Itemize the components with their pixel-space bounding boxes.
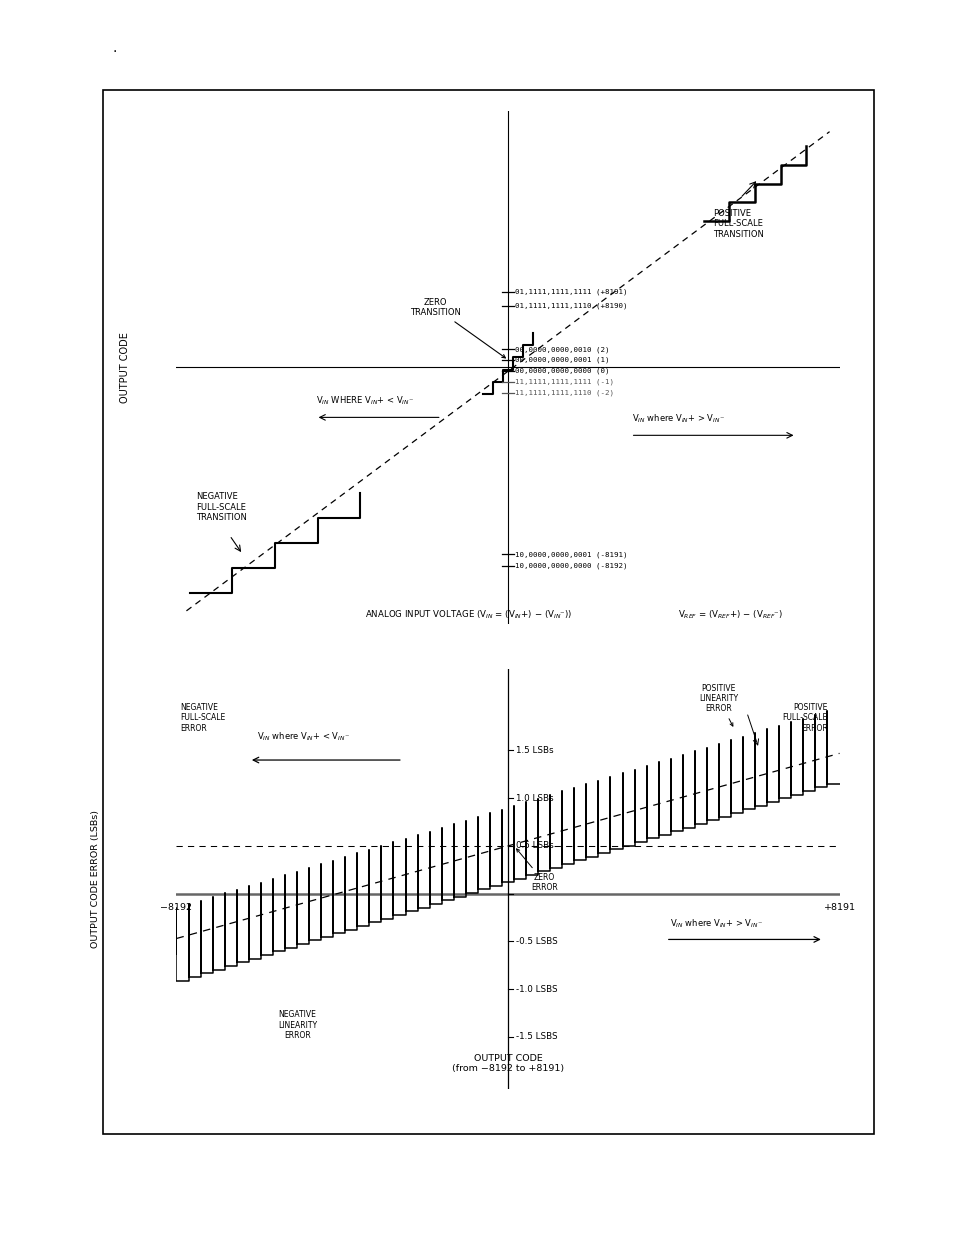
Text: OUTPUT CODE: OUTPUT CODE — [120, 332, 130, 403]
Text: ZERO
TRANSITION: ZERO TRANSITION — [409, 298, 505, 358]
Text: V$_{IN}$ WHERE V$_{IN}$+ < V$_{IN}$⁻: V$_{IN}$ WHERE V$_{IN}$+ < V$_{IN}$⁻ — [315, 395, 414, 408]
Text: ZERO
ERROR: ZERO ERROR — [516, 848, 558, 892]
Text: 10,0000,0000,0000 (-8192): 10,0000,0000,0000 (-8192) — [515, 563, 627, 569]
Text: 00,0000,0000,0010 (2): 00,0000,0000,0010 (2) — [515, 346, 609, 353]
Text: -1.0 LSBS: -1.0 LSBS — [516, 984, 558, 994]
Text: 11,1111,1111,1111 (-1): 11,1111,1111,1111 (-1) — [515, 379, 614, 385]
Text: ANALOG INPUT VOLTAGE (V$_{IN}$ = (V$_{IN}$+) − (V$_{IN}$⁻)): ANALOG INPUT VOLTAGE (V$_{IN}$ = (V$_{IN… — [364, 609, 571, 621]
Text: 11,1111,1111,1110 (-2): 11,1111,1111,1110 (-2) — [515, 389, 614, 395]
Text: V$_{IN}$ where V$_{IN}$+ > V$_{IN}$⁻: V$_{IN}$ where V$_{IN}$+ > V$_{IN}$⁻ — [669, 918, 762, 930]
Text: 10,0000,0000,0001 (-8191): 10,0000,0000,0001 (-8191) — [515, 551, 627, 558]
Text: NEGATIVE
FULL-SCALE
TRANSITION: NEGATIVE FULL-SCALE TRANSITION — [196, 493, 247, 522]
Text: OUTPUT CODE
(from −8192 to +8191): OUTPUT CODE (from −8192 to +8191) — [452, 1053, 563, 1073]
Text: V$_{IN}$ where V$_{IN}$+ < V$_{IN}$⁻: V$_{IN}$ where V$_{IN}$+ < V$_{IN}$⁻ — [257, 730, 350, 743]
Text: 1.0 LSBs: 1.0 LSBs — [516, 794, 553, 803]
Text: 01,1111,1111,1110 (+8190): 01,1111,1111,1110 (+8190) — [515, 303, 627, 309]
Text: POSITIVE
FULL-SCALE
TRANSITION: POSITIVE FULL-SCALE TRANSITION — [713, 209, 763, 238]
Text: +8191: +8191 — [822, 903, 855, 913]
Text: 1.5 LSBs: 1.5 LSBs — [516, 746, 553, 755]
Text: NEGATIVE
LINEARITY
ERROR: NEGATIVE LINEARITY ERROR — [277, 1010, 316, 1040]
Text: V$_{REF}$ = (V$_{REF}$+) − (V$_{REF}$⁻): V$_{REF}$ = (V$_{REF}$+) − (V$_{REF}$⁻) — [677, 609, 781, 621]
Text: OUTPUT CODE ERROR (LSBs): OUTPUT CODE ERROR (LSBs) — [91, 810, 100, 948]
Text: -1.5 LSBS: -1.5 LSBS — [516, 1032, 558, 1041]
Text: 00,0000,0000,0001 (1): 00,0000,0000,0001 (1) — [515, 357, 609, 363]
Text: V$_{IN}$ where V$_{IN}$+ > V$_{IN}$⁻: V$_{IN}$ where V$_{IN}$+ > V$_{IN}$⁻ — [632, 412, 724, 425]
Text: POSITIVE
LINEARITY
ERROR: POSITIVE LINEARITY ERROR — [699, 684, 738, 726]
Text: .: . — [112, 41, 117, 54]
Text: 0.5 LSBs: 0.5 LSBs — [516, 841, 554, 851]
Text: 01,1111,1111,1111 (+8191): 01,1111,1111,1111 (+8191) — [515, 289, 627, 295]
Text: 00,0000,0000,0000 (0): 00,0000,0000,0000 (0) — [515, 368, 609, 374]
Text: −8192: −8192 — [160, 903, 193, 913]
Text: NEGATIVE
FULL-SCALE
ERROR: NEGATIVE FULL-SCALE ERROR — [180, 703, 225, 732]
Text: POSITIVE
FULL-SCALE
ERROR: POSITIVE FULL-SCALE ERROR — [781, 703, 827, 732]
Text: -0.5 LSBS: -0.5 LSBS — [516, 937, 558, 946]
